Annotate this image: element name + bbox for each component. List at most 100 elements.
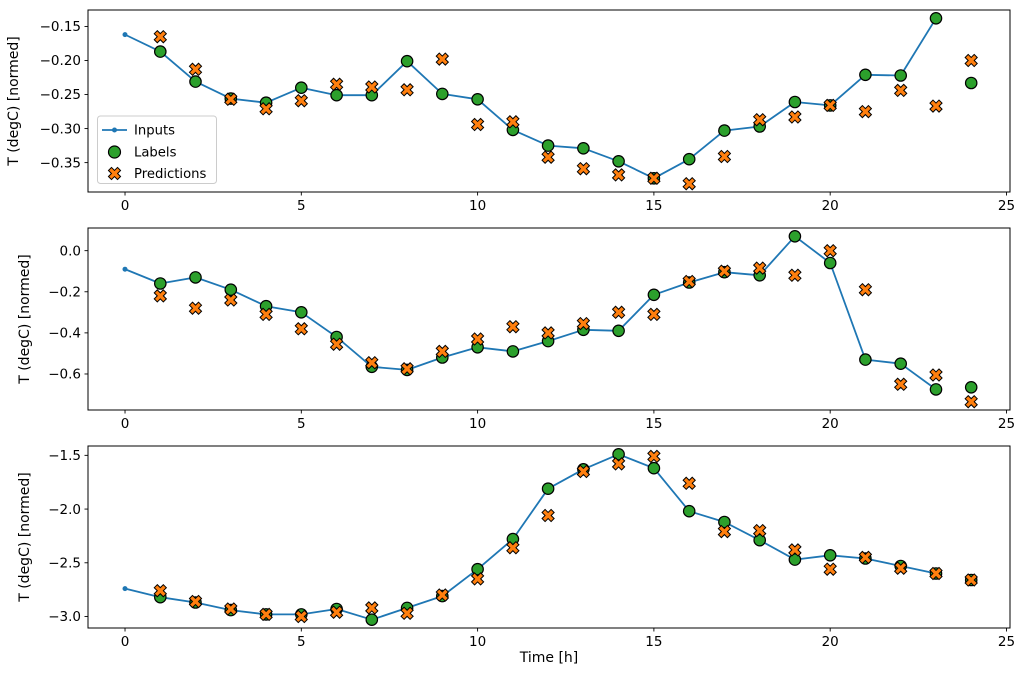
series-predictions (153, 449, 978, 624)
x-marker (717, 264, 732, 278)
x-marker (611, 305, 626, 320)
label-circle-marker (929, 11, 943, 25)
label-circle-marker (964, 380, 978, 394)
x-marker (647, 307, 661, 322)
y-tick-label: −0.25 (40, 87, 81, 103)
label-circle-marker (788, 553, 802, 566)
label-circle-marker (189, 271, 202, 284)
x-marker (647, 171, 661, 186)
x-marker (365, 80, 379, 94)
x-marker (611, 457, 626, 471)
x-marker (153, 29, 168, 44)
x-marker (400, 606, 414, 621)
x-marker (329, 605, 344, 619)
label-circle-marker (647, 288, 661, 302)
x-marker (259, 607, 273, 622)
input-dot-marker (122, 266, 128, 272)
series-labels (154, 230, 978, 396)
x-tick-label: 20 (822, 634, 839, 650)
y-tick-label: −3.0 (48, 609, 81, 625)
label-circle-marker (788, 95, 802, 109)
label-circle-marker (189, 75, 202, 88)
y-tick-label: −2.0 (48, 502, 81, 518)
y-tick-label: −0.20 (40, 53, 81, 69)
x-marker (294, 322, 309, 336)
label-circle-marker (154, 45, 167, 58)
label-circle-marker (612, 324, 625, 338)
x-marker (929, 99, 943, 113)
subplot-3: 0 5 10 15 20 25 −1.5 −2.0 −2.5 −3.0 T (degC) [norm… (17, 445, 1015, 666)
x-tick-label: 25 (998, 634, 1015, 650)
x-tick-label: 15 (645, 634, 662, 650)
label-circle-marker (718, 124, 731, 137)
x-marker (576, 316, 591, 331)
label-circle-marker (330, 88, 343, 102)
x-marker (823, 243, 837, 258)
x-marker (365, 601, 379, 615)
y-tick-label: −0.15 (40, 19, 81, 35)
x-tick-label: 20 (822, 416, 839, 432)
x-marker (506, 540, 520, 555)
x-marker (717, 524, 732, 539)
x-marker (929, 368, 943, 382)
x-marker (506, 115, 520, 129)
x-marker (294, 609, 309, 624)
x-marker (752, 112, 767, 127)
x-marker (541, 508, 555, 523)
label-circle-marker (541, 482, 555, 495)
label-circle-marker (365, 613, 379, 626)
x-tick-label: 5 (297, 198, 306, 214)
y-tick-label: −0.6 (48, 367, 81, 383)
label-circle-marker (894, 69, 907, 82)
label-circle-marker (753, 533, 766, 547)
series-predictions (153, 243, 978, 409)
legend-inputs-dot (112, 127, 117, 133)
label-circle-marker (471, 562, 484, 576)
x-marker (717, 149, 732, 164)
x-marker (823, 562, 837, 576)
y-axis-label: T (degC) [normed] (17, 254, 33, 385)
y-tick-label: −2.5 (48, 555, 81, 571)
series-inputs (122, 451, 939, 623)
x-marker (752, 261, 767, 275)
y-tick-label: 0.0 (60, 243, 81, 259)
label-circle-marker (788, 230, 802, 243)
y-tick-label: −0.4 (48, 326, 81, 342)
input-dot-marker (122, 586, 128, 592)
label-circle-marker (400, 54, 414, 68)
x-marker (224, 92, 238, 107)
x-marker (188, 301, 203, 315)
label-circle-marker (894, 357, 907, 370)
axes-spines (87, 445, 1011, 629)
subplot-2: 0 5 10 15 20 25 0.0 −0.2 −0.4 −0.6 T (degC) [norme… (17, 227, 1015, 432)
x-marker (329, 337, 344, 351)
x-tick-label: 10 (469, 634, 486, 650)
label-circle-marker (541, 139, 555, 152)
axes-spines (87, 9, 1011, 193)
x-tick-label: 10 (469, 198, 486, 214)
x-marker (188, 594, 203, 609)
x-marker (470, 572, 485, 586)
legend-label: Predictions (134, 167, 207, 182)
label-circle-marker (682, 504, 696, 518)
legend-label: Inputs (134, 124, 175, 139)
x-tick-label: 10 (469, 416, 486, 432)
x-tick-label: 15 (645, 198, 662, 214)
x-marker (893, 83, 908, 98)
x-marker (858, 282, 873, 297)
label-circle-marker (929, 383, 943, 396)
series-predictions (153, 29, 978, 191)
y-tick-label: −0.30 (40, 121, 81, 137)
x-marker (858, 104, 873, 119)
label-circle-marker (612, 155, 625, 168)
x-marker (541, 326, 555, 340)
x-marker (224, 602, 238, 616)
x-marker (470, 117, 485, 132)
label-circle-marker (823, 256, 837, 270)
label-circle-marker (435, 87, 449, 101)
x-marker (506, 319, 520, 334)
label-circle-marker (224, 283, 238, 296)
label-circle-marker (506, 345, 520, 358)
